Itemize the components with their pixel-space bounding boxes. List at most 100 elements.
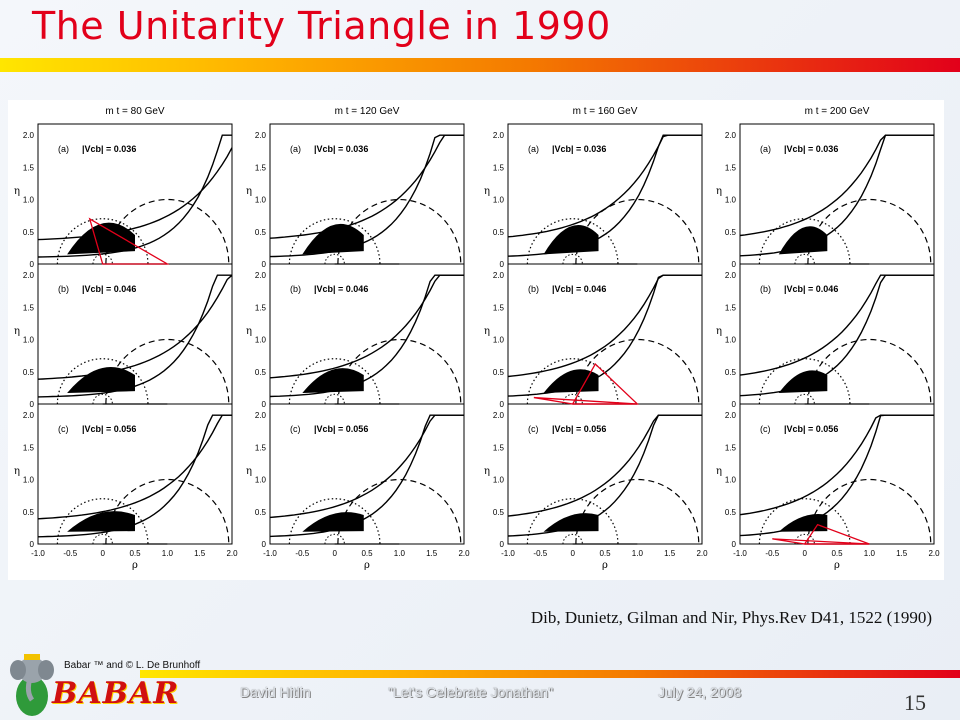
dotted-bound-curve <box>526 358 619 405</box>
panel: 2.0 1.5 1.0 0.5 0 η (b) |Vcb| = 0.046 <box>246 263 465 409</box>
y-tick-label: 1.0 <box>493 336 505 345</box>
dotted-bound-curve <box>56 498 149 545</box>
panel-letter-label: (c) <box>528 424 539 434</box>
y-tick-label: 0 <box>262 400 267 409</box>
allowed-region <box>778 514 828 532</box>
footer-date: July 24, 2008 <box>658 684 742 700</box>
x-tick-label: 1.5 <box>664 549 676 558</box>
y-tick-label: 1.0 <box>23 196 35 205</box>
x-tick-label: 1.5 <box>896 549 908 558</box>
y-tick-label: 1.0 <box>255 336 267 345</box>
y-tick-label: 2.0 <box>725 131 737 140</box>
x-tick-label: -0.5 <box>63 549 77 558</box>
mt-label: m t = 160 GeV <box>573 106 638 117</box>
y-tick-label: 0.5 <box>255 508 267 517</box>
x-axis-label: ρ <box>602 560 608 571</box>
x-tick-label: 2.0 <box>696 549 708 558</box>
y-axis-label: η <box>716 466 722 477</box>
panel: 2.0 1.5 1.0 0.5 0 η (b) |Vcb| = 0.046 <box>14 263 233 409</box>
y-axis-label: η <box>716 326 722 337</box>
y-tick-label: 1.5 <box>493 443 505 452</box>
y-tick-label: 1.5 <box>23 303 35 312</box>
panel: 2.0 1.5 1.0 0.5 0 η (c) |Vcb| = 0.056 -1.0 -0.5 0 0… <box>14 403 238 571</box>
panel-letter-label: (c) <box>760 424 771 434</box>
y-tick-label: 0 <box>732 540 737 549</box>
dotted-bound-curve <box>288 218 381 265</box>
dotted-bound-curve <box>288 498 381 545</box>
allowed-region <box>67 511 135 532</box>
panel-letter-label: (c) <box>58 424 69 434</box>
footer-event: "Let's Celebrate Jonathan" <box>388 684 554 700</box>
x-axis-label: ρ <box>364 560 370 571</box>
dashed-bound-curve <box>105 478 230 545</box>
unitarity-triangle <box>772 538 870 545</box>
x-tick-label: 1.0 <box>632 549 644 558</box>
panel-letter-label: (a) <box>760 144 771 154</box>
y-tick-label: 0.5 <box>255 228 267 237</box>
y-tick-label: 1.5 <box>725 163 737 172</box>
panel-letter-label: (b) <box>528 284 539 294</box>
allowed-region <box>302 223 364 255</box>
footer-gradient-bar <box>140 670 960 678</box>
vcb-label: |Vcb| = 0.056 <box>784 424 838 434</box>
solid-bound-curve-lower <box>507 414 702 537</box>
small-dotted-curve <box>794 253 815 265</box>
small-dotted-curve <box>794 393 815 405</box>
vcb-label: |Vcb| = 0.036 <box>314 144 368 154</box>
x-tick-label: -1.0 <box>263 549 277 558</box>
y-tick-label: 0 <box>30 260 35 269</box>
y-tick-label: 0.5 <box>493 228 505 237</box>
panel: 2.0 1.5 1.0 0.5 0 η (a) |Vcb| = 0.036 <box>716 123 935 269</box>
y-tick-label: 1.0 <box>725 336 737 345</box>
y-tick-label: 0 <box>500 540 505 549</box>
y-tick-label: 1.5 <box>23 443 35 452</box>
vcb-label: |Vcb| = 0.046 <box>552 284 606 294</box>
dotted-bound-curve <box>56 218 149 265</box>
y-tick-label: 2.0 <box>255 271 267 280</box>
dashed-bound-curve <box>807 198 932 265</box>
small-dotted-curve <box>562 533 583 545</box>
y-tick-label: 0.5 <box>725 228 737 237</box>
panel: 2.0 1.5 1.0 0.5 0 η (c) |Vcb| = 0.056 -1.0 -0.5 0 0… <box>246 403 470 571</box>
panel: 2.0 1.5 1.0 0.5 0 η (c) |Vcb| = 0.056 -1.0 -0.5 0 0… <box>484 403 708 571</box>
y-tick-label: 0 <box>500 260 505 269</box>
solid-bound-curve-lower <box>269 134 464 258</box>
vcb-label: |Vcb| = 0.036 <box>82 144 136 154</box>
panel: 2.0 1.5 1.0 0.5 0 η (b) |Vcb| = 0.046 <box>716 263 935 409</box>
vcb-label: |Vcb| = 0.036 <box>784 144 838 154</box>
y-tick-label: 2.0 <box>255 131 267 140</box>
y-tick-label: 2.0 <box>493 131 505 140</box>
y-tick-label: 1.0 <box>23 336 35 345</box>
solid-bound-curve-lower <box>507 134 702 257</box>
allowed-region <box>67 366 135 394</box>
x-tick-label: 0 <box>570 549 575 558</box>
y-tick-label: 0.5 <box>493 368 505 377</box>
allowed-region <box>778 226 828 255</box>
x-tick-label: -0.5 <box>295 549 309 558</box>
panel: 2.0 1.5 1.0 0.5 0 η (a) |Vcb| = 0.036 <box>246 123 465 269</box>
y-tick-label: 1.0 <box>725 476 737 485</box>
dashed-bound-curve <box>807 478 932 545</box>
x-tick-label: -1.0 <box>501 549 515 558</box>
x-tick-label: 1.0 <box>162 549 174 558</box>
title-gradient-bar <box>0 58 960 72</box>
y-tick-label: 1.0 <box>493 476 505 485</box>
y-tick-label: 0.5 <box>493 508 505 517</box>
solid-bound-curve-lower <box>269 274 464 398</box>
unitarity-triangle <box>533 396 638 405</box>
dotted-bound-curve <box>758 358 851 405</box>
unitarity-triangle <box>88 217 170 265</box>
panel-letter-label: (a) <box>290 144 301 154</box>
dashed-bound-curve <box>575 338 700 405</box>
small-dotted-curve <box>794 533 815 545</box>
dashed-bound-curve <box>807 338 932 405</box>
y-tick-label: 1.5 <box>725 303 737 312</box>
dotted-bound-curve <box>526 218 619 265</box>
y-axis-label: η <box>246 326 252 337</box>
figure-panels: m t = 80 GeV 2.0 1.5 1.0 0.5 0 η (a) |Vcb| = 0.0… <box>14 106 940 571</box>
y-axis-label: η <box>246 466 252 477</box>
babar-logo: BABAR <box>52 676 180 711</box>
y-axis-label: η <box>716 186 722 197</box>
solid-bound-curve-upper <box>269 274 464 379</box>
footer-author: David Hitlin <box>240 684 311 700</box>
